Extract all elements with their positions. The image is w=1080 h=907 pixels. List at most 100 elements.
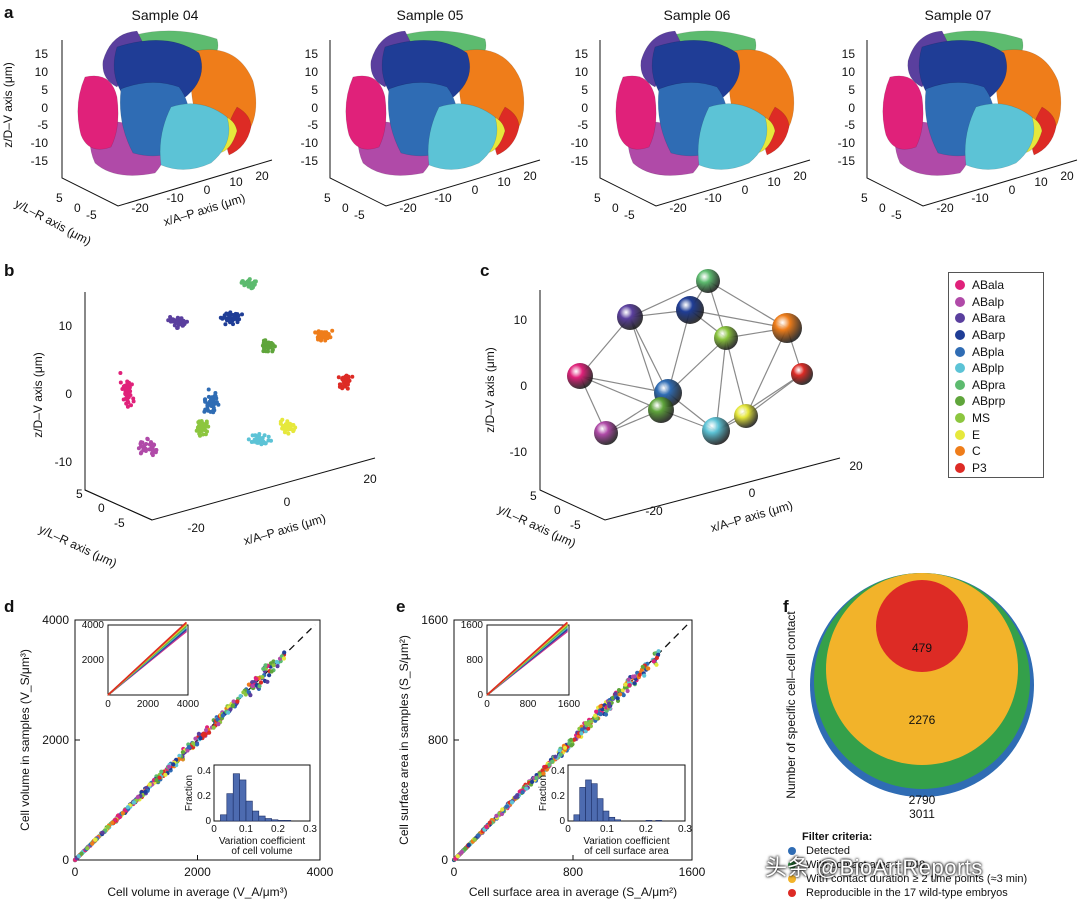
cell-position-point (214, 401, 219, 406)
hist-bar (596, 798, 604, 822)
z-tick: -10 (31, 136, 49, 150)
y-tick: 0 (62, 853, 69, 867)
scatter-point (569, 743, 574, 748)
cell-position-point (175, 320, 180, 325)
scatter-point (547, 762, 552, 768)
hist-frame (567, 764, 686, 822)
cell-position-point (319, 337, 324, 342)
inset-y-tick: 800 (466, 655, 483, 666)
panel-c-x-tick: 20 (849, 459, 863, 473)
scatter-point (579, 731, 584, 736)
hist-bar (608, 816, 616, 822)
scatter-point (466, 843, 471, 848)
scatter-point (147, 782, 152, 787)
x-tick: 0 (72, 865, 79, 879)
panel-letter-d: d (4, 597, 14, 616)
cell-position-point (178, 316, 183, 321)
panel-c-z-axis-label: z/D–V axis (μm) (483, 347, 497, 433)
scatter-point (553, 754, 558, 759)
y-axis-label: Cell surface area in samples (S_S/μm²) (397, 635, 411, 845)
legend-label: ABara (972, 311, 1006, 326)
legend-item-abplp: ABplp (955, 360, 1043, 377)
cell-position-point (200, 426, 205, 431)
sample-axes (61, 40, 273, 207)
cell-position-point (285, 419, 290, 424)
filter-title: Filter criteria: (802, 831, 873, 843)
panel-c: 10 0 -10 z/D–V axis (μm) 5 0 -5 y/L–R ax… (483, 269, 863, 550)
scatter-point (143, 789, 148, 794)
cell-position-point (235, 320, 240, 325)
scatter-point (558, 752, 563, 757)
z-tick: 10 (842, 65, 856, 79)
cell-position-point (201, 432, 205, 437)
legend-item-abprp: ABprp (955, 393, 1043, 410)
cell-position-point (118, 371, 123, 375)
scatter-point (459, 850, 464, 855)
scatter-point (646, 666, 651, 671)
x-tick: 0 (472, 183, 479, 197)
inset-x-tick: 4000 (177, 699, 200, 710)
inset-x-tick: 0 (484, 699, 490, 710)
cell-position-point (199, 419, 204, 424)
cell-abplp (697, 103, 768, 170)
panel-letter-e: e (396, 597, 405, 616)
panel-c-z-tick: -10 (510, 445, 528, 459)
cell-position-point (206, 394, 211, 399)
scatter-point (484, 824, 489, 830)
legend-swatch (955, 429, 965, 440)
hist-x-label: of cell volume (231, 846, 293, 857)
scatter-point (258, 680, 264, 685)
contact-edge (707, 280, 788, 329)
cell-position-point (288, 427, 293, 432)
cell-position-point (213, 391, 218, 395)
cell-position-point (257, 433, 261, 438)
cell-position-point (129, 382, 134, 387)
legend-swatch (955, 446, 965, 457)
scatter-point (263, 663, 268, 668)
scatter-point (654, 655, 660, 661)
z-tick: -15 (838, 154, 856, 168)
x-tick: 0 (204, 183, 211, 197)
cell-position-point (232, 316, 237, 321)
contact-edge (579, 375, 669, 394)
hist-x-label: Variation coefficient (583, 836, 670, 847)
legend-label: P3 (972, 460, 987, 475)
cell-position-point (126, 400, 131, 405)
legend-item-c: C (955, 443, 1043, 460)
cell-position-point (336, 375, 341, 380)
cell-position-point (291, 423, 296, 427)
z-tick: -15 (301, 154, 319, 168)
cell-position-point (204, 419, 209, 424)
legend-label: C (972, 444, 981, 459)
scatter-point (238, 694, 243, 699)
count-detected: 3011 (909, 807, 935, 821)
scatter-point (616, 688, 622, 693)
scatter-point (487, 820, 492, 825)
cell-position-point (227, 318, 232, 323)
cell-abala (345, 75, 387, 150)
z-tick: 10 (35, 65, 49, 79)
cell-position-point (263, 338, 268, 343)
scatter-point (274, 659, 279, 665)
y-tick: 4000 (42, 613, 69, 627)
legend-label: ABprp (972, 394, 1006, 409)
cell-abplp (159, 103, 230, 170)
y-tick: -5 (86, 208, 97, 222)
legend-item-p3: P3 (955, 460, 1043, 477)
cell-position-point (284, 427, 289, 432)
cell-position-point (123, 391, 128, 396)
panel-c-x-tick: -20 (645, 504, 663, 518)
panel-c-y-tick: -5 (570, 518, 581, 532)
scatter-point (282, 650, 287, 655)
panel-letter-c: c (480, 261, 489, 280)
inset-lines (486, 621, 568, 696)
cell-position-point (261, 440, 266, 445)
cell-legend: ABala ABalp ABara ABarp ABpla ABplp ABpra ABprp… (948, 272, 1044, 478)
cell-position-point (205, 403, 210, 408)
scatter-point (607, 704, 612, 709)
filter-label: Reproducible in the 17 wild-type embryos (806, 887, 1008, 899)
watermark-text: 头条 @BioArtReports (765, 855, 983, 880)
scatter-point (656, 649, 661, 654)
